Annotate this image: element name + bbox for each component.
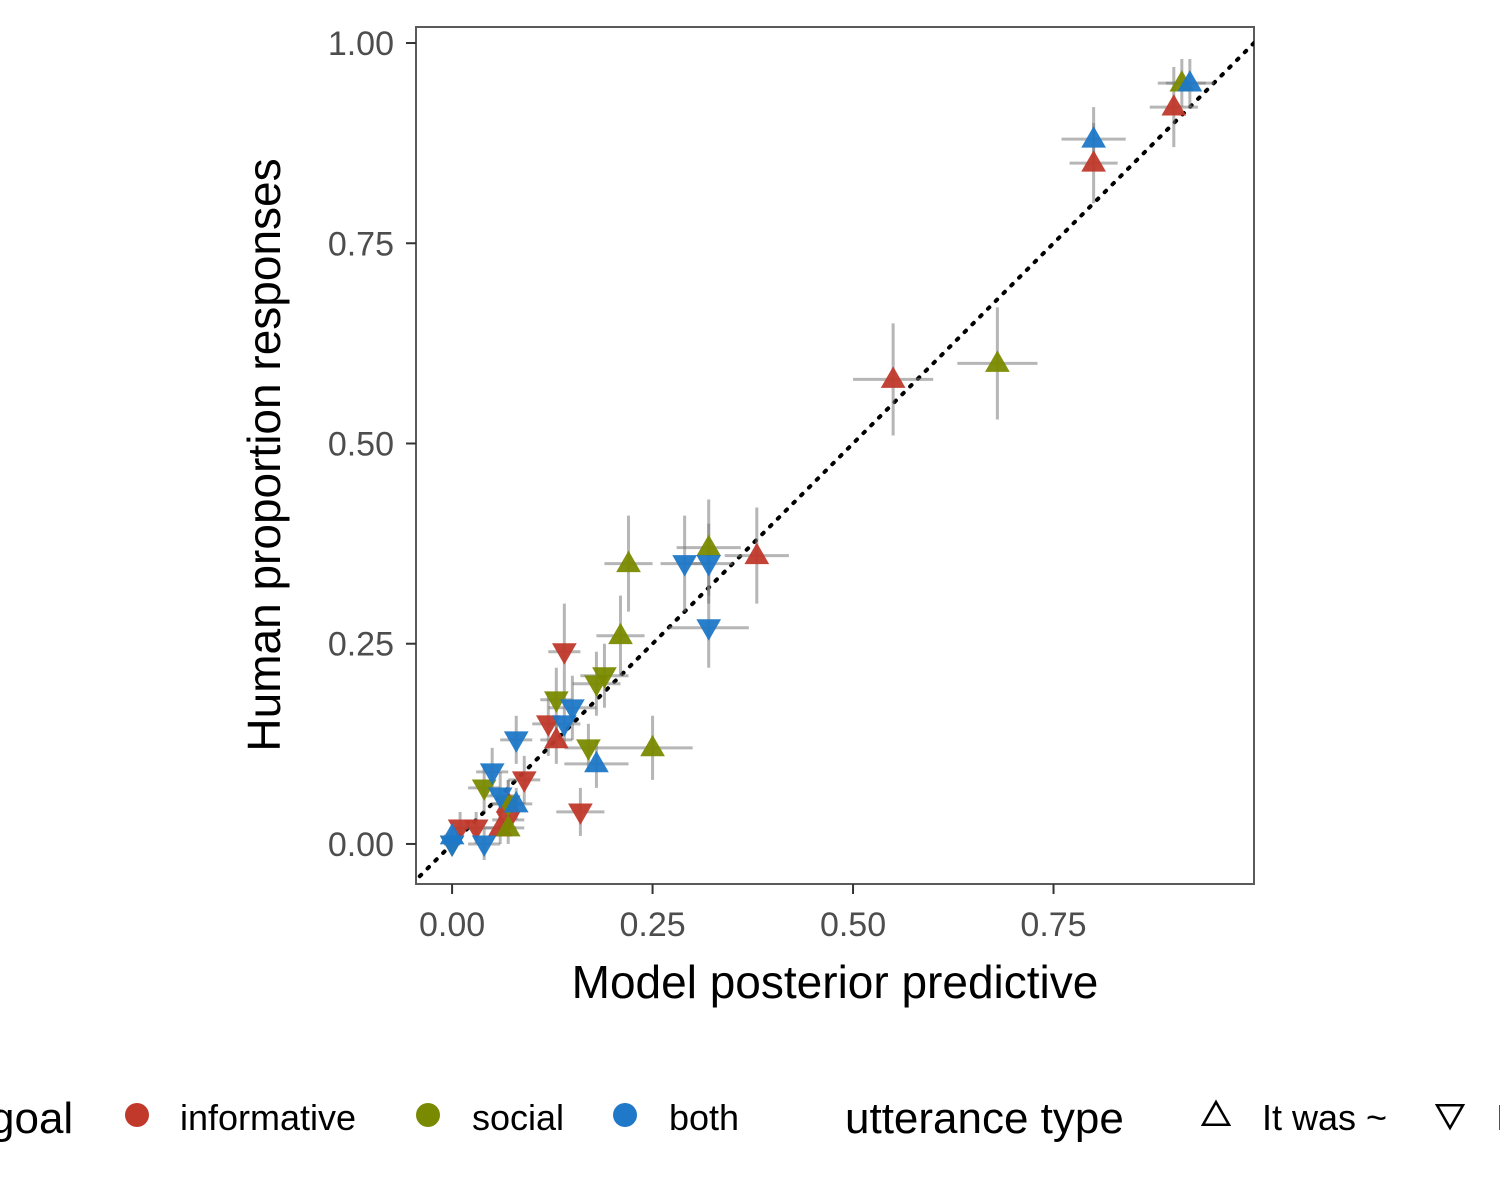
data-point-social <box>543 691 569 713</box>
data-point-social <box>640 734 665 757</box>
data-point-informative <box>880 366 906 388</box>
data-point-social <box>616 550 641 573</box>
data-point-social <box>696 534 722 557</box>
legend-key-informative <box>125 1103 149 1127</box>
panel-border <box>415 26 1255 885</box>
legend-key-social <box>416 1103 440 1127</box>
data-point-informative <box>535 715 561 737</box>
y-tick-label: 0.75 <box>328 225 394 263</box>
data-point-social <box>495 814 521 837</box>
data-point-both <box>696 555 722 577</box>
data-point-informative <box>1161 94 1187 116</box>
data-point-social <box>584 675 609 697</box>
legend-key-both <box>613 1103 637 1127</box>
data-point-informative <box>463 819 489 841</box>
data-point-informative <box>744 542 770 565</box>
y-axis: 0.00 0.25 0.50 0.75 1.00 <box>328 25 416 864</box>
data-point-informative <box>1081 150 1106 172</box>
data-point-social <box>576 739 601 761</box>
legend-label-triangle-down: It wasn't ~ <box>1496 1097 1500 1138</box>
data-point-social <box>985 350 1010 372</box>
x-tick-label: 0.50 <box>820 906 886 944</box>
x-tick-label: 0.75 <box>1020 906 1086 944</box>
legend-label-triangle-up: It was ~ <box>1262 1097 1387 1138</box>
x-tick-label: 0.25 <box>619 906 685 944</box>
data-point-social <box>471 779 497 801</box>
data-point-both <box>560 699 585 721</box>
data-point-both <box>503 731 529 753</box>
data-point-both <box>1081 126 1106 148</box>
legend-label-social: social <box>472 1097 564 1138</box>
x-axis-title: Model posterior predictive <box>572 956 1099 1008</box>
legend-label-informative: informative <box>180 1097 356 1138</box>
data-point-both <box>696 619 722 641</box>
y-tick-label: 0.00 <box>328 826 394 864</box>
data-point-both <box>672 555 697 577</box>
data-point-both <box>487 787 513 809</box>
y-tick-label: 1.00 <box>328 25 394 63</box>
data-point-both <box>503 790 529 813</box>
legend-key-triangle-down <box>1434 1104 1466 1131</box>
data-point-both <box>479 763 505 785</box>
data-point-informative <box>543 726 569 749</box>
data-point-both <box>552 715 577 737</box>
x-axis: 0.00 0.25 0.50 0.75 <box>419 884 1087 944</box>
data-point-informative <box>447 819 473 841</box>
data-point-informative <box>552 643 577 665</box>
y-axis-title: Human proportion responses <box>238 158 290 751</box>
data-point-both <box>439 835 465 857</box>
data-point-both <box>1177 70 1203 92</box>
legend: goal informative social both utterance type I… <box>0 1094 1500 1143</box>
legend-label-both: both <box>669 1097 739 1138</box>
data-point-informative <box>568 803 593 825</box>
legend-title-utterance-type: utterance type <box>845 1094 1124 1143</box>
data-point-both <box>471 835 497 857</box>
data-point-both <box>584 750 609 773</box>
data-point-social <box>608 622 633 645</box>
y-tick-label: 0.50 <box>328 425 394 463</box>
plot-panel <box>415 26 1255 885</box>
data-point-informative <box>511 771 537 793</box>
x-tick-label: 0.00 <box>419 906 485 944</box>
legend-title-goal: goal <box>0 1094 73 1143</box>
legend-key-triangle-up <box>1200 1099 1232 1126</box>
data-points <box>439 70 1203 857</box>
y-tick-label: 0.25 <box>328 626 394 664</box>
